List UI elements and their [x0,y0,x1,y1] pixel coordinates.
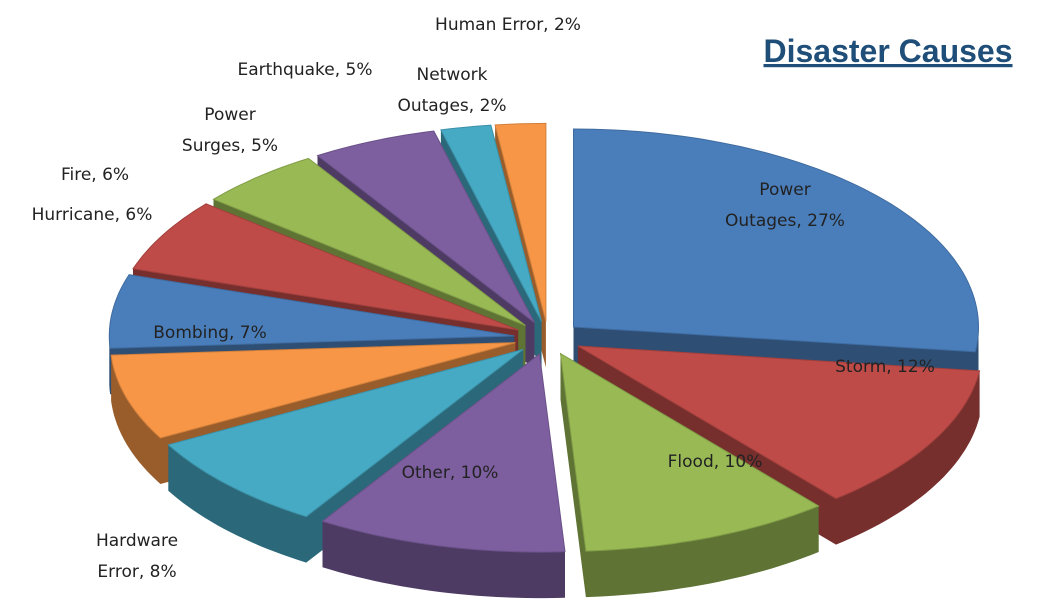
labels: Power Outages, 27% Storm, 12% Flood, 10% Oth… [32,15,935,582]
data-label: Storm, 12% [835,357,935,377]
data-label: Fire, 6% [61,165,129,185]
slice [167,348,524,518]
slice [577,345,981,500]
slice [132,203,519,331]
data-label: Flood, 10% [668,452,763,472]
slice [573,128,980,353]
data-label: Human Error, 2% [435,15,581,35]
data-label: Hardware Error, 8% [96,531,178,582]
slice [494,122,547,322]
data-label: Power Surges, 5% [182,105,278,156]
chart-title: Disaster Causes [763,33,1012,69]
data-label: Other, 10% [402,463,499,483]
slice [108,274,515,349]
slice [321,353,566,553]
pie [108,122,981,599]
data-label: Power Outages, 27% [725,180,845,231]
data-label: Bombing, 7% [153,323,266,343]
slice [316,130,535,324]
slice [559,352,820,552]
slice [212,157,526,326]
slice [440,124,543,322]
data-label: Earthquake, 5% [237,60,372,80]
data-label: Network Outages, 2% [397,65,506,116]
data-label: Hurricane, 6% [32,205,153,225]
slice [110,342,516,439]
